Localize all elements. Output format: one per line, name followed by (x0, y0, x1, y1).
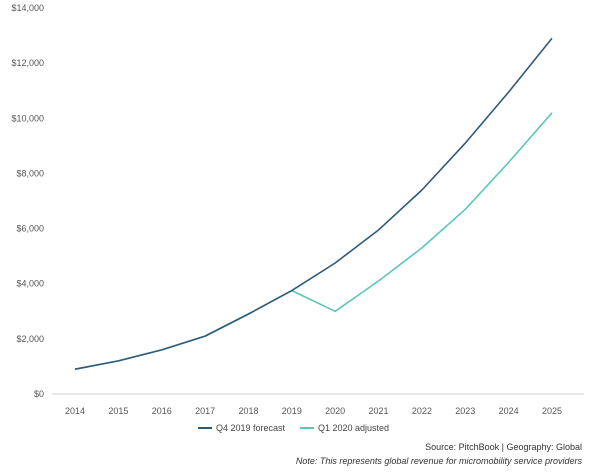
x-axis-ticks: 2014 2015 2016 2017 2018 2019 2020 2021 2022 2023… (65, 406, 562, 416)
legend: Q4 2019 forecast Q1 2020 adjusted (198, 423, 389, 433)
x-tick-label: 2015 (108, 406, 128, 416)
legend-label: Q4 2019 forecast (216, 423, 286, 433)
y-tick-label: $14,000 (11, 3, 44, 13)
y-tick-label: $6,000 (16, 224, 44, 234)
y-tick-label: $4,000 (16, 279, 44, 289)
x-tick-label: 2018 (238, 406, 258, 416)
x-tick-label: 2016 (152, 406, 172, 416)
y-tick-label: $12,000 (11, 58, 44, 68)
y-tick-label: $0 (34, 389, 44, 399)
x-tick-label: 2021 (369, 406, 389, 416)
series-line-q1-2020-adjusted (74, 112, 553, 370)
x-tick-label: 2017 (195, 406, 215, 416)
x-tick-label: 2025 (542, 406, 562, 416)
legend-label: Q1 2020 adjusted (318, 423, 389, 433)
y-axis-ticks: $0 $2,000 $4,000 $6,000 $8,000 $10,000 $12,000… (11, 3, 44, 399)
series-lines (74, 37, 553, 370)
note-text: Note: This represents global revenue for… (295, 456, 582, 466)
y-tick-label: $2,000 (16, 334, 44, 344)
x-tick-label: 2014 (65, 406, 85, 416)
source-text: Source: PitchBook | Geography: Global (425, 442, 582, 452)
y-tick-label: $8,000 (16, 168, 44, 178)
x-tick-label: 2024 (499, 406, 519, 416)
x-tick-label: 2020 (325, 406, 345, 416)
x-tick-label: 2022 (412, 406, 432, 416)
x-tick-label: 2019 (282, 406, 302, 416)
x-tick-label: 2023 (455, 406, 475, 416)
y-tick-label: $10,000 (11, 113, 44, 123)
series-line-q4-2019-forecast (74, 37, 553, 370)
